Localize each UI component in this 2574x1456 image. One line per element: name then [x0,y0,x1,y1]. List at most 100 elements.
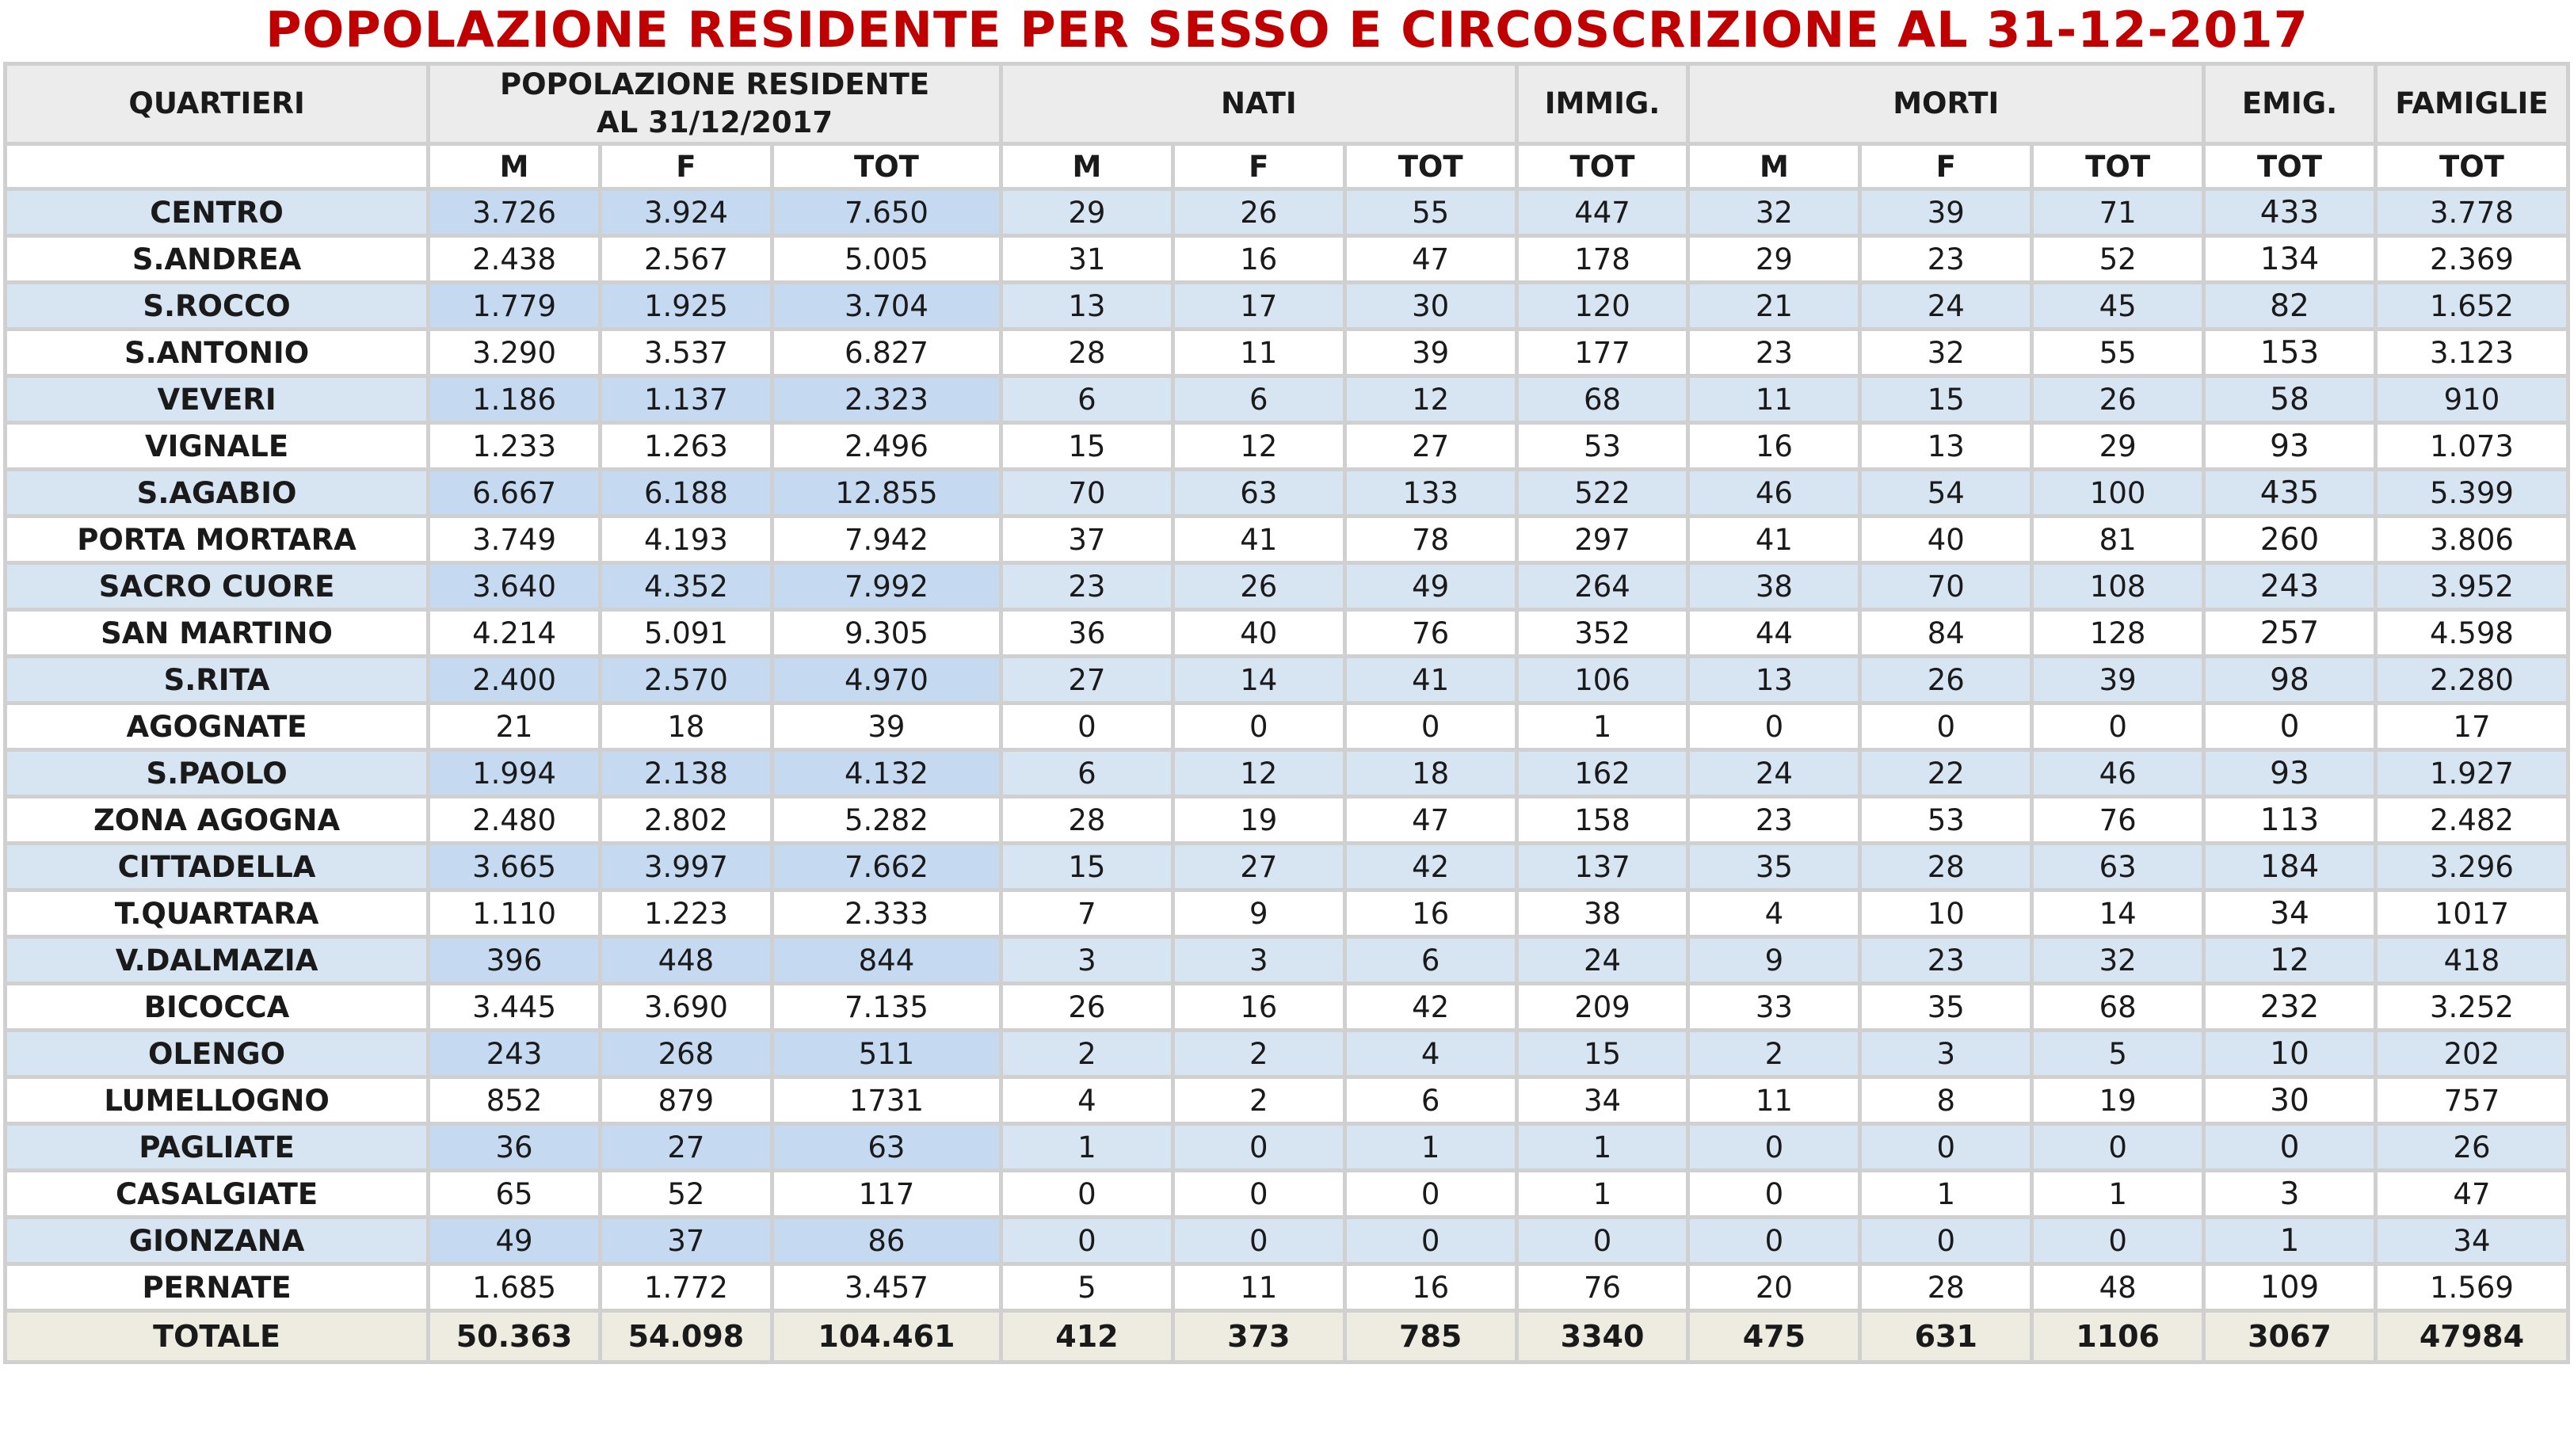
table-row: OLENGO 243 268 511 2 2 4 15 2 3 5 10 202 [2,1028,2571,1079]
cell-morti-tot: 52 [2030,234,2206,284]
cell-pop-f: 1.925 [597,280,774,331]
cell-morti-m: 4 [1686,888,1863,939]
cell-famiglie-tot: 5.399 [2373,467,2571,518]
cell-pop-tot: 7.135 [769,981,1004,1032]
table-row: BICOCCA 3.445 3.690 7.135 26 16 42 209 33 35 68 232… [2,981,2571,1032]
cell-morti-m: 38 [1686,561,1863,612]
cell-pop-tot: 86 [769,1215,1004,1266]
cell-morti-tot: 14 [2030,888,2206,939]
cell-quartiere: PAGLIATE [2,1122,431,1172]
cell-pop-tot: 511 [769,1028,1004,1079]
cell-nati-f: 26 [1170,561,1347,612]
cell-quartiere: CASALGIATE [2,1168,431,1219]
cell-morti-tot: 81 [2030,514,2206,565]
cell-pop-m: 3.726 [426,187,602,238]
cell-pop-m: 1.186 [426,374,602,425]
table-row: PERNATE 1.685 1.772 3.457 5 11 16 76 20 28 48 109 1.… [2,1262,2571,1313]
cell-immig-tot: 0 [1514,1215,1691,1266]
header-popolazione-line1: POPOLAZIONE RESIDENTE [499,67,930,102]
cell-nati-tot: 78 [1342,514,1519,565]
header-sub-nati-f: F [1170,142,1347,191]
cell-nati-m: 70 [999,467,1175,518]
cell-nati-f: 16 [1170,981,1347,1032]
cell-nati-tot: 49 [1342,561,1519,612]
cell-nati-m: 36 [999,608,1175,658]
cell-nati-tot: 6 [1342,1075,1519,1126]
cell-pop-f: 3.997 [597,841,774,892]
cell-nati-f: 16 [1170,234,1347,284]
cell-immig-tot: 352 [1514,608,1691,658]
total-morti-tot: 1106 [2030,1309,2206,1364]
cell-pop-tot: 12.855 [769,467,1004,518]
cell-famiglie-tot: 2.369 [2373,234,2571,284]
cell-nati-f: 14 [1170,654,1347,705]
cell-nati-f: 3 [1170,935,1347,985]
cell-pop-f: 1.223 [597,888,774,939]
cell-quartiere: S.PAOLO [2,748,431,799]
cell-pop-f: 879 [597,1075,774,1126]
table-row: S.ANDREA 2.438 2.567 5.005 31 16 47 178 29 23 52 13… [2,234,2571,284]
table-row: ZONA AGOGNA 2.480 2.802 5.282 28 19 47 158 23 53 7… [2,795,2571,845]
header-row-sub: M F TOT M F TOT TOT M F TOT TOT TOT [2,142,2571,191]
total-pop-tot: 104.461 [769,1309,1004,1364]
cell-morti-f: 22 [1858,748,2034,799]
cell-emig-tot: 113 [2202,795,2378,845]
cell-morti-tot: 29 [2030,421,2206,471]
cell-morti-f: 35 [1858,981,2034,1032]
cell-famiglie-tot: 26 [2373,1122,2571,1172]
cell-emig-tot: 232 [2202,981,2378,1032]
table-row: AGOGNATE 21 18 39 0 0 0 1 0 0 0 0 17 [2,701,2571,752]
table-row: LUMELLOGNO 852 879 1731 4 2 6 34 11 8 19 30 757 [2,1075,2571,1126]
cell-emig-tot: 433 [2202,187,2378,238]
cell-morti-f: 39 [1858,187,2034,238]
total-row: TOTALE 50.363 54.098 104.461 412 373 785 3340 47… [2,1309,2571,1364]
cell-emig-tot: 184 [2202,841,2378,892]
cell-immig-tot: 178 [1514,234,1691,284]
cell-nati-f: 27 [1170,841,1347,892]
cell-nati-f: 19 [1170,795,1347,845]
cell-nati-tot: 39 [1342,327,1519,378]
cell-immig-tot: 158 [1514,795,1691,845]
cell-emig-tot: 260 [2202,514,2378,565]
cell-morti-f: 28 [1858,841,2034,892]
cell-quartiere: CENTRO [2,187,431,238]
cell-morti-tot: 63 [2030,841,2206,892]
cell-nati-m: 0 [999,1168,1175,1219]
cell-morti-f: 53 [1858,795,2034,845]
cell-morti-m: 21 [1686,280,1863,331]
cell-nati-m: 1 [999,1122,1175,1172]
cell-morti-m: 44 [1686,608,1863,658]
cell-pop-tot: 63 [769,1122,1004,1172]
cell-famiglie-tot: 1.073 [2373,421,2571,471]
cell-morti-f: 84 [1858,608,2034,658]
cell-nati-f: 12 [1170,748,1347,799]
cell-pop-m: 3.445 [426,981,602,1032]
cell-morti-f: 0 [1858,1215,2034,1266]
cell-morti-tot: 76 [2030,795,2206,845]
table-row: T.QUARTARA 1.110 1.223 2.333 7 9 16 38 4 10 14 34 10… [2,888,2571,939]
cell-quartiere: S.ROCCO [2,280,431,331]
cell-morti-f: 13 [1858,421,2034,471]
cell-pop-m: 65 [426,1168,602,1219]
cell-nati-tot: 41 [1342,654,1519,705]
cell-morti-f: 32 [1858,327,2034,378]
cell-nati-f: 6 [1170,374,1347,425]
cell-morti-m: 24 [1686,748,1863,799]
total-immig-tot: 3340 [1514,1309,1691,1364]
cell-immig-tot: 447 [1514,187,1691,238]
cell-immig-tot: 1 [1514,1168,1691,1219]
cell-morti-m: 0 [1686,1215,1863,1266]
cell-emig-tot: 1 [2202,1215,2378,1266]
cell-pop-m: 36 [426,1122,602,1172]
cell-pop-tot: 7.662 [769,841,1004,892]
table-row: PORTA MORTARA 3.749 4.193 7.942 37 41 78 297 41 4… [2,514,2571,565]
cell-immig-tot: 68 [1514,374,1691,425]
cell-morti-m: 41 [1686,514,1863,565]
cell-famiglie-tot: 2.482 [2373,795,2571,845]
cell-pop-f: 4.352 [597,561,774,612]
cell-morti-tot: 1 [2030,1168,2206,1219]
cell-quartiere: VIGNALE [2,421,431,471]
total-nati-f: 373 [1170,1309,1347,1364]
cell-pop-tot: 3.704 [769,280,1004,331]
table-row: SACRO CUORE 3.640 4.352 7.992 23 26 49 264 38 70 1… [2,561,2571,612]
